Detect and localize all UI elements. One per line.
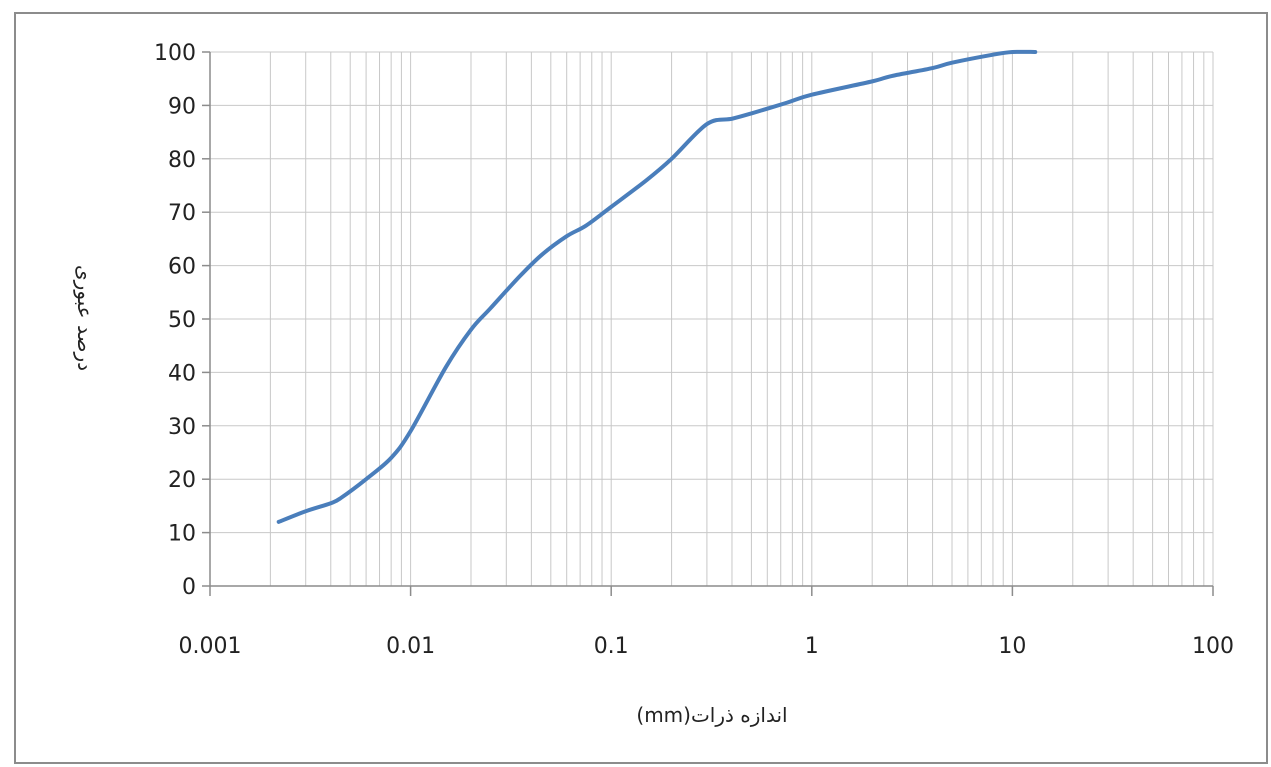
- x-tick-label: 1: [805, 634, 819, 659]
- series-layer: [276, 49, 1038, 524]
- y-tick-label: 40: [168, 361, 196, 386]
- series-line-0: [276, 49, 1038, 524]
- grid: [209, 51, 1214, 586]
- y-tick-label: 100: [154, 41, 196, 66]
- y-tick-label: 90: [168, 94, 196, 119]
- x-tick-label: 100: [1192, 634, 1234, 659]
- x-tick-label: 0.01: [386, 634, 435, 659]
- y-tick-label: 50: [168, 308, 196, 333]
- axes: [202, 51, 1214, 596]
- y-tick-label: 60: [168, 255, 196, 280]
- y-axis-label: درصد عبوری: [73, 265, 97, 371]
- y-tick-label: 80: [168, 148, 196, 173]
- x-tick-label: 10: [998, 634, 1026, 659]
- y-tick-label: 30: [168, 415, 196, 440]
- x-tick-label: 0.1: [594, 634, 629, 659]
- tick-labels: 0 10 20 30 40 50 60 70 80 90 100 0.001 0.01 0.1 1 10 100: [154, 41, 1234, 659]
- y-tick-label: 10: [168, 522, 196, 547]
- y-tick-label: 0: [182, 575, 196, 600]
- y-tick-label: 20: [168, 468, 196, 493]
- x-axis-label: اندازه ذرات(mm): [636, 703, 787, 727]
- x-tick-label: 0.001: [179, 634, 242, 659]
- y-tick-label: 70: [168, 201, 196, 226]
- chart-frame: [14, 12, 1268, 764]
